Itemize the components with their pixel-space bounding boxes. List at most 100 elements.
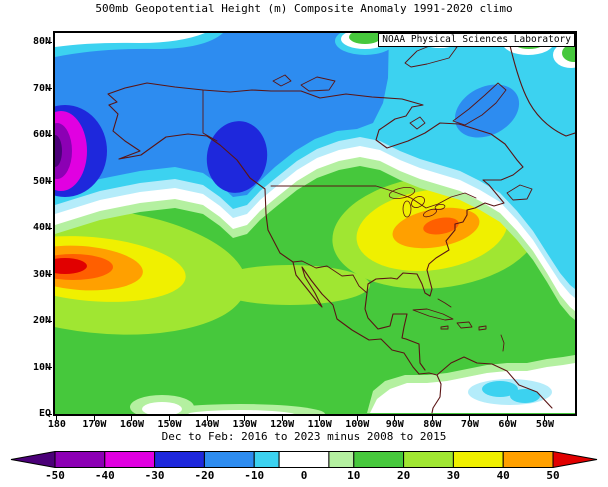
lon-tick-mark: [281, 416, 283, 421]
colorbar-tick-labels: -50 -40 -30 -20 -10 0 10 20 30 40 50: [10, 469, 598, 483]
colorbar-tick-label: 30: [446, 469, 461, 482]
colorbar-svg: [10, 450, 598, 469]
great-lakes: [388, 187, 446, 218]
lat-tick-mark: [46, 320, 52, 322]
lat-tick-mark: [46, 88, 52, 90]
north-pacific-positive-anomaly: [55, 207, 247, 335]
colorbar-tick-label: 10: [347, 469, 361, 482]
us-mexico-border: [292, 260, 368, 294]
lon-tick-mark: [93, 416, 95, 421]
lon-tick-mark: [506, 416, 508, 421]
credit-text: NOAA Physical Sciences Laboratory: [382, 34, 571, 45]
lon-tick-mark: [469, 416, 471, 421]
anomaly-map: [55, 33, 575, 414]
lon-tick-mark: [206, 416, 208, 421]
lat-tick-mark: [46, 41, 52, 43]
eastern-positive-core: [423, 217, 459, 235]
lon-tick-label: 60W: [498, 419, 517, 430]
lon-tick-label: 170W: [82, 419, 107, 430]
colorbar-cell: [104, 451, 156, 468]
lon-tick-label: 160W: [119, 419, 144, 430]
colorbar-cell: [154, 451, 205, 468]
lat-tick-label: 60N: [32, 129, 51, 141]
us-canada-border: [270, 185, 477, 209]
lat-tick-label: 80N: [32, 36, 51, 48]
coastlines: [107, 33, 575, 414]
lon-tick-mark: [56, 416, 58, 421]
lat-tick-label: 40N: [32, 222, 51, 234]
lon-tick-mark: [319, 416, 321, 421]
lon-tick-label: 90W: [385, 419, 404, 430]
credit-box: NOAA Physical Sciences Laboratory: [378, 33, 575, 47]
plot-subtitle: Dec to Feb: 2016 to 2023 minus 2008 to 2…: [161, 430, 447, 443]
colorbar: [10, 450, 598, 469]
lat-tick-mark: [46, 227, 52, 229]
colorbar-cell: [552, 450, 598, 469]
tropical-atlantic-neutral-region: [367, 355, 575, 413]
arctic-islands: [272, 42, 533, 201]
lon-tick-mark: [356, 416, 358, 421]
colorbar-cell: [353, 451, 405, 468]
lon-tick-mark: [431, 416, 433, 421]
lon-tick-mark: [394, 416, 396, 421]
pacific-positive-core: [55, 258, 87, 274]
greenland-coast: [506, 33, 575, 137]
colorbar-cell: [502, 451, 554, 468]
lat-tick-mark: [46, 413, 52, 415]
gulf-of-alaska-negative-core: [206, 121, 268, 193]
colorbar-cell: [452, 451, 504, 468]
lon-tick-mark: [131, 416, 133, 421]
lat-tick-mark: [46, 134, 52, 136]
bering-negative-core: [55, 135, 62, 167]
colorbar-tick-label: -30: [144, 469, 165, 482]
north-america-atlantic-arctic-coast: [107, 82, 524, 371]
lon-tick-label: 80W: [423, 419, 442, 430]
colorbar-cell: [253, 451, 280, 468]
lon-tick-label: 150W: [157, 419, 182, 430]
colorbar-cell: [403, 451, 454, 468]
subtropical-positive-bridge: [210, 265, 370, 305]
colorbar-cell: [328, 451, 355, 468]
equatorial-neutral-spots: [130, 395, 325, 414]
lon-tick-label: 140W: [195, 419, 220, 430]
lat-tick-label: 20N: [32, 315, 51, 327]
anomaly-field: [55, 33, 575, 414]
colorbar-tick-label: -50: [45, 469, 65, 482]
colorbar-cell: [203, 451, 255, 468]
colorbar-tick-label: 40: [496, 469, 510, 482]
colorbar-cell: [10, 450, 56, 469]
lon-tick-mark: [244, 416, 246, 421]
lon-tick-label: 180: [47, 419, 66, 430]
lat-tick-label: 10N: [32, 361, 51, 373]
lon-tick-label: 70W: [460, 419, 479, 430]
colorbar-tick-label: -40: [94, 469, 115, 482]
lon-tick-label: 100W: [345, 419, 370, 430]
caribbean-islands: [412, 298, 505, 352]
north-america-pacific-coast: [108, 104, 442, 414]
lat-tick-label: EQ: [38, 408, 51, 419]
lat-tick-label: 50N: [32, 175, 51, 187]
map-frame: NOAA Physical Sciences Laboratory: [53, 31, 577, 416]
lon-tick-label: 130W: [232, 419, 257, 430]
lat-tick-label: 70N: [32, 82, 51, 94]
plot-title: 500mb Geopotential Height (m) Composite …: [95, 2, 513, 15]
lat-tick-label: 30N: [32, 268, 51, 280]
colorbar-tick-label: -20: [194, 469, 215, 482]
lat-tick-mark: [46, 367, 52, 369]
colorbar-cell: [278, 451, 330, 468]
south-america-coast: [436, 356, 553, 409]
alaska-canada-border: [202, 89, 218, 142]
lon-tick-mark: [544, 416, 546, 421]
lon-tick-mark: [169, 416, 170, 421]
colorbar-tick-label: 20: [396, 469, 411, 482]
lat-tick-mark: [46, 274, 52, 276]
colorbar-tick-label: 0: [300, 469, 308, 482]
colorbar-tick-label: 50: [546, 469, 560, 482]
colorbar-tick-label: -10: [244, 469, 265, 482]
colorbar-cell: [54, 451, 106, 468]
lon-tick-label: 50W: [535, 419, 554, 430]
lon-tick-label: 110W: [307, 419, 332, 430]
lon-tick-label: 120W: [270, 419, 295, 430]
lat-tick-mark: [46, 181, 52, 183]
